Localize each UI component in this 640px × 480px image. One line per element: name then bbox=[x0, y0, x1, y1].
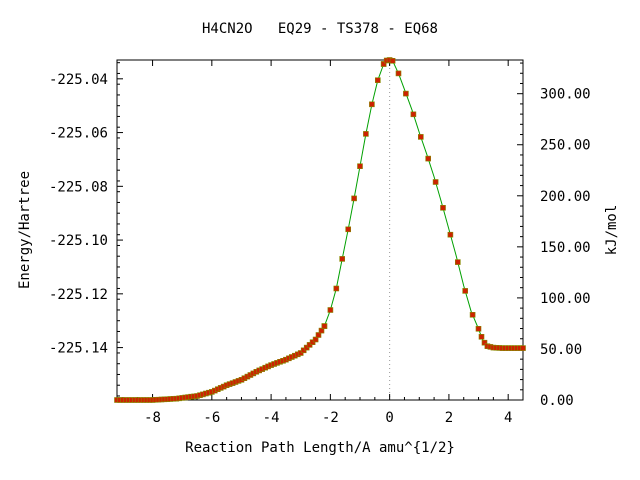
y2-axis-label: kJ/mol bbox=[604, 205, 620, 256]
data-point bbox=[410, 111, 417, 118]
data-point bbox=[440, 205, 446, 211]
data-point bbox=[481, 339, 488, 346]
y-axis-label: Energy/Hartree bbox=[17, 171, 33, 289]
data-point bbox=[333, 285, 340, 292]
data-point bbox=[417, 134, 424, 140]
x-tick-label: 2 bbox=[445, 410, 453, 426]
x-axis-label: Reaction Path Length/A amu^{1/2} bbox=[185, 440, 455, 456]
data-point bbox=[318, 327, 325, 334]
y2-tick-label: 300.00 bbox=[540, 87, 591, 103]
data-point bbox=[447, 231, 454, 238]
y-tick-label: -225.06 bbox=[49, 126, 108, 142]
y2-tick-label: 250.00 bbox=[540, 138, 591, 154]
y-tick-label: -225.14 bbox=[49, 341, 108, 357]
data-point bbox=[321, 323, 328, 329]
x-axis-ticks: -8 -6 -4 -2 0 2 4 bbox=[122, 60, 524, 426]
y-tick-label: -225.12 bbox=[49, 287, 108, 303]
data-point bbox=[327, 307, 334, 313]
chart-title: H4CN2O EQ29 - TS378 - EQ68 bbox=[202, 21, 438, 37]
y2-tick-label: 150.00 bbox=[540, 240, 591, 256]
data-point bbox=[374, 77, 381, 83]
data-point bbox=[395, 70, 402, 77]
data-point bbox=[432, 179, 439, 185]
series-points bbox=[114, 57, 526, 403]
y2-tick-label: 100.00 bbox=[540, 291, 591, 307]
y-tick-label: -225.08 bbox=[49, 179, 108, 195]
y-tick-label: -225.10 bbox=[49, 233, 108, 249]
data-point bbox=[454, 259, 461, 265]
y2-tick-label: 200.00 bbox=[540, 189, 591, 205]
data-point bbox=[475, 325, 482, 332]
data-point bbox=[357, 163, 363, 169]
y-axis-ticks: -225.04 -225.06 -225.08 -225.10 -225.12 -225.… bbox=[49, 62, 123, 397]
data-point bbox=[312, 336, 319, 343]
plot-frame bbox=[116, 59, 524, 401]
data-point bbox=[478, 333, 485, 340]
data-point bbox=[351, 195, 357, 202]
x-tick-label: -4 bbox=[263, 410, 280, 426]
data-point bbox=[315, 332, 322, 338]
data-point bbox=[469, 311, 476, 318]
y2-tick-label: 0.00 bbox=[540, 393, 574, 409]
x-tick-label: 0 bbox=[385, 410, 393, 426]
data-point bbox=[462, 288, 469, 294]
y2-tick-label: 50.00 bbox=[540, 342, 582, 358]
x-tick-label: -8 bbox=[144, 410, 161, 426]
y2-axis-ticks: 0.00 50.00 100.00 150.00 200.00 250.00 300.00 bbox=[517, 62, 591, 409]
data-point bbox=[389, 57, 396, 64]
data-point bbox=[363, 131, 369, 137]
data-point bbox=[520, 345, 526, 351]
data-point bbox=[380, 61, 387, 67]
y-tick-label: -225.04 bbox=[49, 72, 108, 88]
data-point bbox=[369, 101, 375, 108]
data-point bbox=[345, 226, 352, 233]
data-point bbox=[403, 90, 409, 97]
data-point bbox=[425, 155, 432, 162]
x-tick-label: 4 bbox=[504, 410, 512, 426]
data-point bbox=[339, 256, 346, 262]
x-tick-label: -2 bbox=[322, 410, 339, 426]
series-line bbox=[117, 59, 523, 401]
x-tick-label: -6 bbox=[203, 410, 220, 426]
